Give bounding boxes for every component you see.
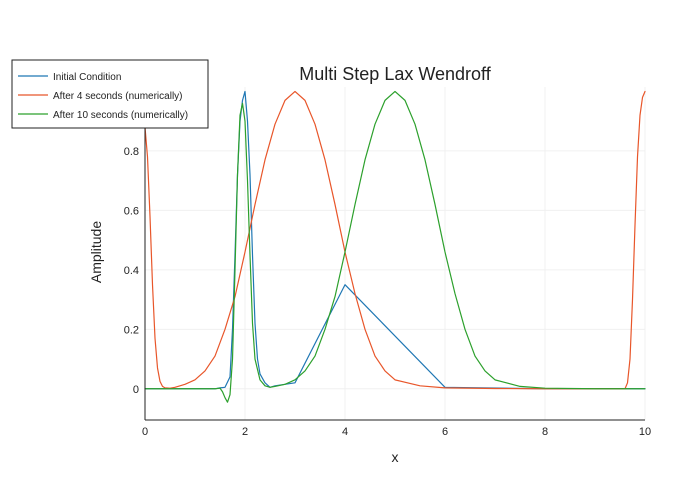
legend-label: Initial Condition	[53, 72, 121, 83]
legend-label: After 4 seconds (numerically)	[53, 91, 183, 102]
y-axis-label: Amplitude	[88, 221, 104, 283]
series-lines	[144, 90, 646, 403]
x-tick-label: 6	[442, 426, 448, 438]
axes	[144, 87, 645, 421]
x-tick-label: 2	[242, 426, 248, 438]
chart-title: Multi Step Lax Wendroff	[299, 64, 491, 84]
legend-box	[11, 59, 209, 129]
tick-labels: 0 2 4 6 8 10 0 0.2 0.4 0.6 0.8	[124, 146, 651, 438]
series-line-2	[144, 90, 646, 390]
x-tick-label: 0	[142, 426, 148, 438]
series-line-3	[144, 90, 646, 403]
legend-label: After 10 seconds (numerically)	[53, 110, 188, 121]
x-tick-label: 8	[542, 426, 548, 438]
y-tick-label: 0.2	[124, 324, 139, 336]
y-tick-label: 0.8	[124, 146, 139, 158]
legend: Initial Condition After 4 seconds (numeri…	[11, 59, 209, 129]
x-axis-label: x	[392, 449, 399, 465]
y-tick-label: 0.4	[124, 265, 139, 277]
x-tick-label: 4	[342, 426, 348, 438]
grid-lines	[144, 87, 646, 420]
x-tick-label: 10	[639, 426, 651, 438]
y-tick-label: 0	[133, 384, 139, 396]
y-tick-label: 0.6	[124, 205, 139, 217]
series-line-1	[144, 90, 646, 390]
